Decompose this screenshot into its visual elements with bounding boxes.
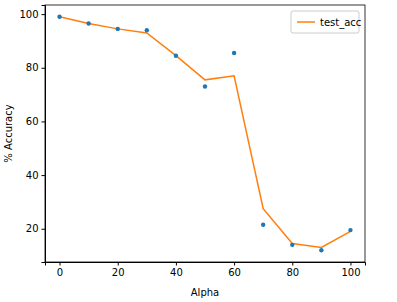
tick: 40 <box>26 170 45 181</box>
tick-label: 60 <box>26 116 39 127</box>
tick: 100 <box>341 262 360 278</box>
tick-mark <box>176 262 177 266</box>
tick-mark <box>42 121 46 122</box>
tick-label: 60 <box>228 267 241 278</box>
point <box>290 243 294 247</box>
point <box>319 248 323 252</box>
tick-mark <box>42 68 46 69</box>
tick-label: 100 <box>19 9 38 20</box>
tick-label: 40 <box>26 170 39 181</box>
tick-label: 80 <box>286 267 299 278</box>
point <box>57 15 61 19</box>
point <box>86 21 90 25</box>
axis-line <box>46 263 366 266</box>
y-axis: 20 40 60 80 100 <box>19 6 45 263</box>
tick-mark <box>42 14 46 15</box>
tick-label: 20 <box>26 223 39 234</box>
tick: 60 <box>26 116 45 127</box>
marks <box>57 15 352 253</box>
point <box>145 28 149 32</box>
tick-label: 0 <box>57 267 63 278</box>
point <box>232 51 236 55</box>
legend: test_acc <box>291 11 361 33</box>
tick-mark <box>350 262 351 266</box>
tick-mark <box>60 262 61 266</box>
tick-mark <box>118 262 119 266</box>
tick-mark <box>42 229 46 230</box>
tick-label: 40 <box>170 267 183 278</box>
tick-mark <box>234 262 235 266</box>
legend-label: test_acc <box>320 17 361 29</box>
tick-label: 80 <box>26 62 39 73</box>
point <box>203 84 207 88</box>
tick: 100 <box>19 9 45 20</box>
point <box>348 228 352 232</box>
x-axis: 0 20 40 60 80 100 <box>46 262 366 278</box>
tick-mark <box>42 175 46 176</box>
point <box>174 54 178 58</box>
tick: 60 <box>228 262 241 278</box>
tick: 0 <box>57 262 63 278</box>
x-axis-title: Alpha <box>191 287 219 298</box>
tick-mark <box>292 262 293 266</box>
tick: 20 <box>112 262 125 278</box>
tick: 80 <box>26 62 45 73</box>
plot-area: 0 20 40 60 80 100 20 40 60 80 100 test_acc <box>19 5 365 278</box>
chart: 0 20 40 60 80 100 20 40 60 80 100 test_acc Alpha % Ac… <box>0 0 397 302</box>
line <box>60 17 351 248</box>
tick: 40 <box>170 262 183 278</box>
plot-frame <box>45 5 365 262</box>
y-axis-title: % Accuracy <box>3 104 14 162</box>
legend-swatch <box>297 21 315 23</box>
tick: 80 <box>286 262 299 278</box>
tick: 20 <box>26 223 45 234</box>
point <box>116 27 120 31</box>
point <box>261 223 265 227</box>
tick-label: 20 <box>112 267 125 278</box>
tick-label: 100 <box>341 267 360 278</box>
